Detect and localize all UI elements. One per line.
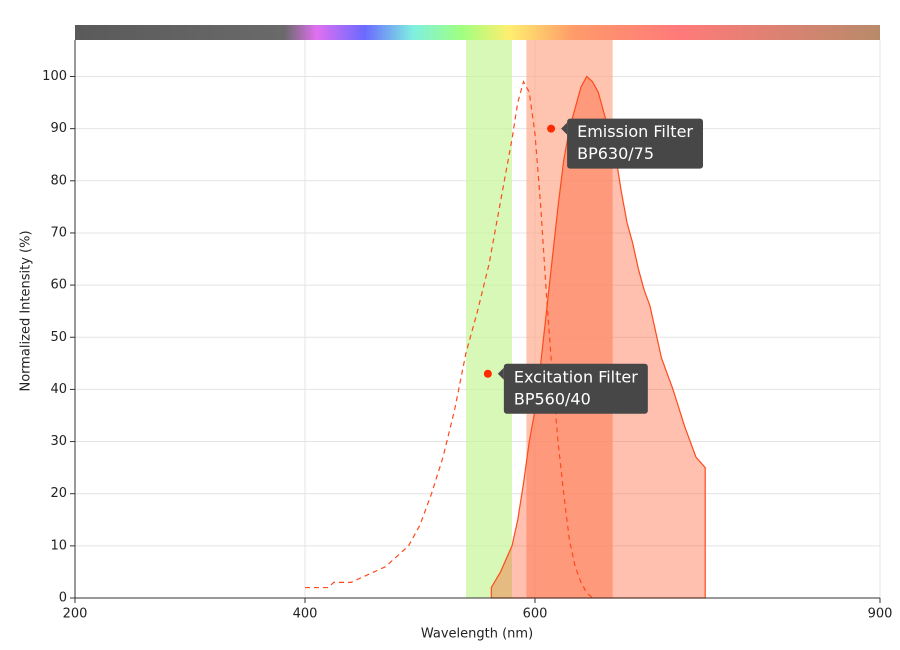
y-tick-label: 20 bbox=[50, 486, 67, 501]
x-tick-label: 200 bbox=[63, 607, 88, 622]
tooltip-box bbox=[567, 118, 704, 169]
x-tick-label: 900 bbox=[868, 607, 893, 622]
y-tick-label: 70 bbox=[50, 225, 67, 240]
annotation-marker bbox=[547, 124, 556, 133]
spectrum-bar bbox=[75, 25, 880, 40]
emission-area bbox=[490, 75, 706, 599]
y-tick-label: 80 bbox=[50, 173, 67, 188]
y-tick-label: 50 bbox=[50, 330, 67, 345]
y-tick-label: 0 bbox=[59, 591, 67, 606]
y-axis-label: Normalized Intensity (%) bbox=[19, 230, 34, 391]
tooltip-pointer bbox=[561, 122, 568, 135]
tooltip-pointer bbox=[497, 367, 504, 380]
tooltip: Excitation Filter BP560/40 bbox=[497, 363, 648, 414]
y-tick-label: 30 bbox=[50, 434, 67, 449]
tooltip-text: Excitation Filter bbox=[514, 367, 638, 386]
y-tick-label: 100 bbox=[42, 69, 67, 84]
y-tick-label: 10 bbox=[50, 538, 67, 553]
tooltip-box bbox=[503, 363, 648, 414]
tooltip-text: BP630/75 bbox=[577, 144, 654, 163]
y-tick-label: 60 bbox=[50, 278, 67, 293]
y-tick-label: 40 bbox=[50, 382, 67, 397]
y-tick-label: 90 bbox=[50, 121, 67, 136]
x-axis-label: Wavelength (nm) bbox=[421, 627, 533, 642]
x-tick-label: 400 bbox=[293, 607, 318, 622]
filter-band bbox=[466, 40, 512, 598]
tooltip: Emission Filter BP630/75 bbox=[561, 118, 704, 169]
tooltip-text: BP560/40 bbox=[514, 389, 591, 408]
annotation-marker bbox=[483, 369, 492, 378]
excitation-line bbox=[305, 80, 593, 599]
x-tick-label: 600 bbox=[523, 607, 548, 622]
tooltip-text: Emission Filter bbox=[577, 122, 693, 141]
